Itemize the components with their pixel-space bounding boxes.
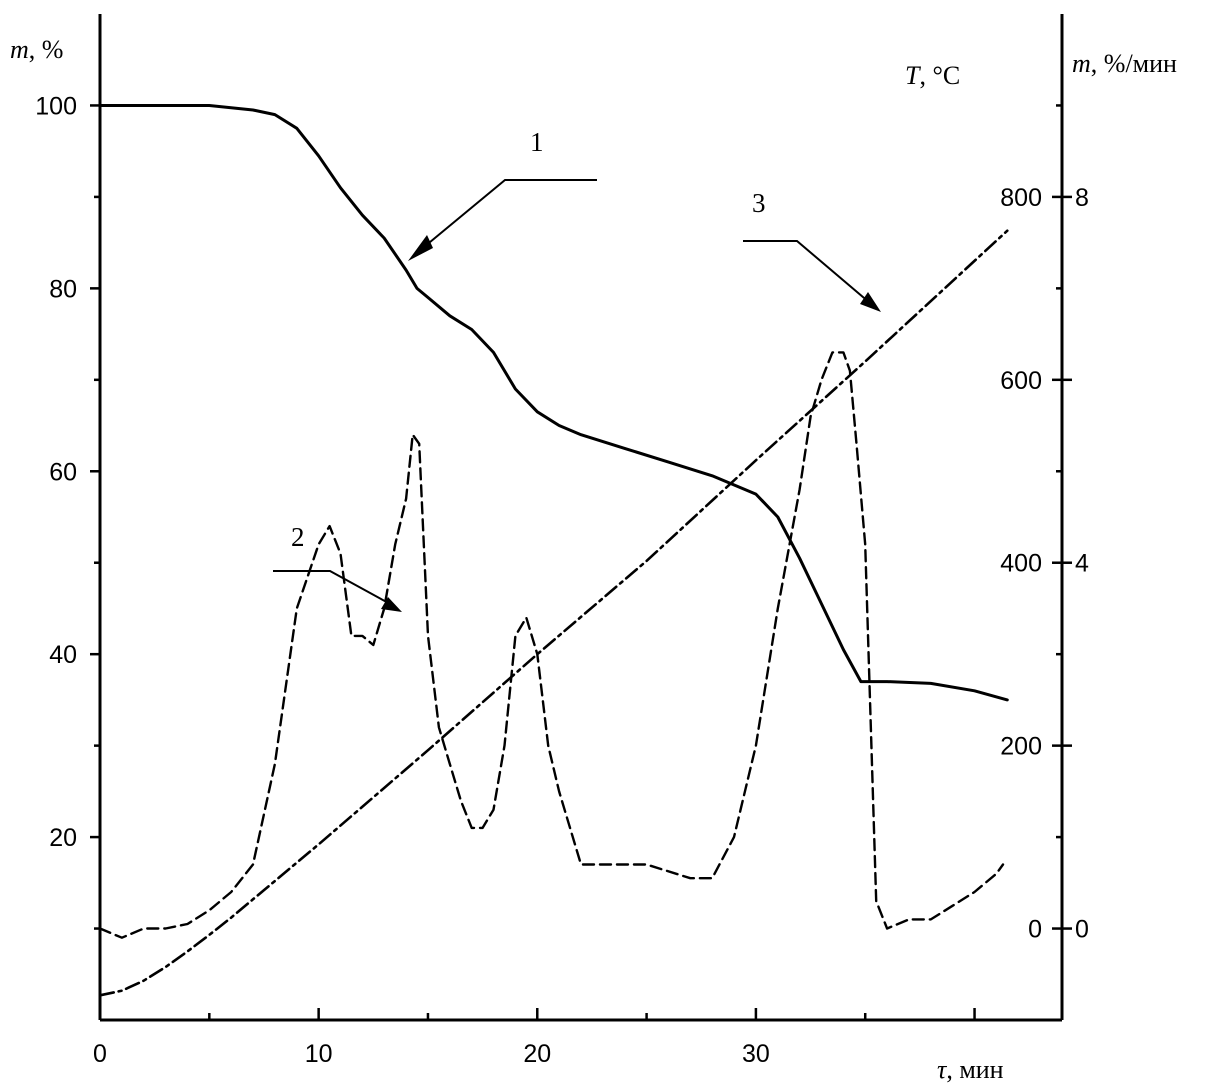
temperature-tick-label: 600 <box>1000 367 1042 395</box>
series-2-line <box>98 351 1005 939</box>
left-axis-title: m, % <box>10 35 63 64</box>
temperature-tick-label: 200 <box>1000 733 1042 761</box>
series-3-leader <box>743 240 871 304</box>
temperature-tick-label: 0 <box>1028 916 1042 944</box>
temperature-tick-label: 400 <box>1000 550 1042 578</box>
series-3-arrowhead <box>860 292 881 312</box>
series-1-label: 1 <box>530 127 544 157</box>
right-outer-tick-label: 4 <box>1075 550 1089 578</box>
left-tick-label: 60 <box>49 458 77 486</box>
series-2-leader <box>273 570 393 606</box>
right-outer-axis-ticks: 0 4 8 <box>1062 184 1089 944</box>
left-tick-label: 80 <box>49 275 77 303</box>
x-axis-title-var: τ <box>937 1055 948 1084</box>
x-tick-label: 10 <box>305 1040 333 1068</box>
temperature-tick-label: 800 <box>1000 184 1042 212</box>
temperature-axis-title-var: T <box>905 61 921 90</box>
right-axis-title-unit: , %/мин <box>1091 49 1177 78</box>
right-inner-axis-labels: 0 200 400 600 800 <box>1000 104 1062 944</box>
callouts: 1 3 2 <box>273 127 881 612</box>
series-3-label: 3 <box>752 188 766 218</box>
x-axis-ticks: 0 10 20 30 <box>93 1008 976 1068</box>
temperature-axis-title-unit: , °C <box>919 61 960 90</box>
right-outer-tick-label: 8 <box>1075 184 1089 212</box>
left-axis-title-unit: , % <box>29 35 64 64</box>
left-axis-title-var: m <box>10 35 29 64</box>
x-axis-title-unit: , мин <box>946 1055 1003 1084</box>
series-2-arrowhead <box>381 597 402 612</box>
left-axis-ticks: 20 40 60 80 100 <box>35 92 100 930</box>
temperature-axis-title: T, °C <box>905 61 960 90</box>
x-tick-label: 30 <box>742 1040 770 1068</box>
x-tick-label: 20 <box>523 1040 551 1068</box>
series-1-line <box>98 104 1009 702</box>
x-tick-label: 0 <box>93 1040 107 1068</box>
series-3-line <box>98 229 1009 997</box>
right-outer-tick-label: 0 <box>1075 916 1089 944</box>
series-2-label: 2 <box>291 522 305 552</box>
right-axis-title-var: m <box>1072 49 1091 78</box>
series-group <box>98 104 1009 997</box>
x-axis-title: τ, мин <box>937 1055 1004 1084</box>
left-tick-label: 100 <box>35 92 77 120</box>
series-1-leader <box>417 179 597 253</box>
left-tick-label: 20 <box>49 824 77 852</box>
left-tick-label: 40 <box>49 641 77 669</box>
series-1-arrowhead <box>408 235 433 261</box>
right-axis-title: m, %/мин <box>1072 49 1177 78</box>
